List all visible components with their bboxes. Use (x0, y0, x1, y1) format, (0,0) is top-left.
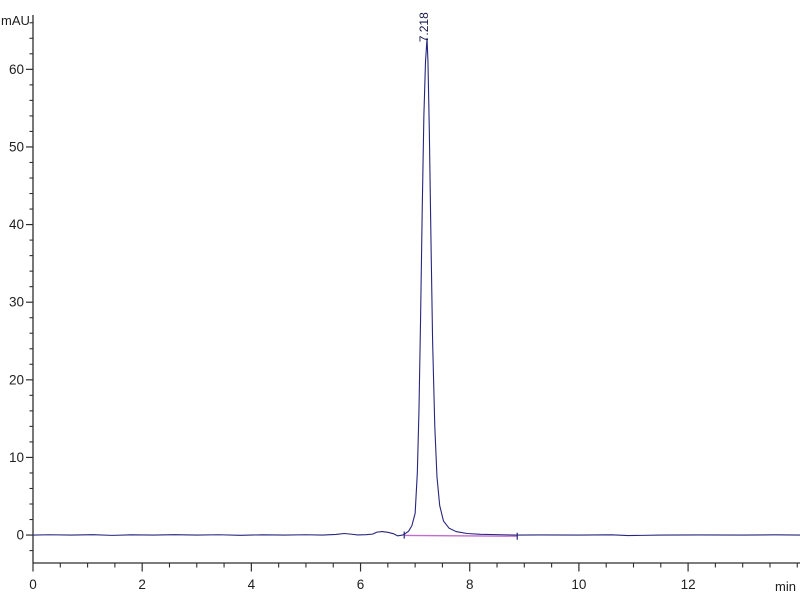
x-tick-label: 8 (466, 577, 474, 592)
y-tick-label: 0 (16, 528, 24, 543)
y-tick-label: 20 (9, 372, 24, 387)
y-tick-label: 40 (9, 217, 24, 232)
x-tick-label: 12 (681, 577, 696, 592)
x-tick-label: 6 (357, 577, 365, 592)
x-tick-label: 10 (571, 577, 586, 592)
x-tick-label: 2 (138, 577, 146, 592)
x-tick-label: 4 (248, 577, 256, 592)
y-axis-unit-label: mAU (1, 13, 30, 28)
y-tick-label: 50 (9, 139, 24, 154)
y-tick-label: 60 (9, 62, 24, 77)
x-tick-label: 0 (29, 577, 37, 592)
y-tick-label: 30 (9, 295, 24, 310)
detector-signal-trace (32, 37, 800, 537)
peak-retention-time-label: 7.218 (417, 12, 431, 42)
integration-baseline-trace (403, 534, 518, 537)
y-tick-label: 10 (9, 450, 24, 465)
x-axis-unit-label: min (775, 579, 796, 594)
